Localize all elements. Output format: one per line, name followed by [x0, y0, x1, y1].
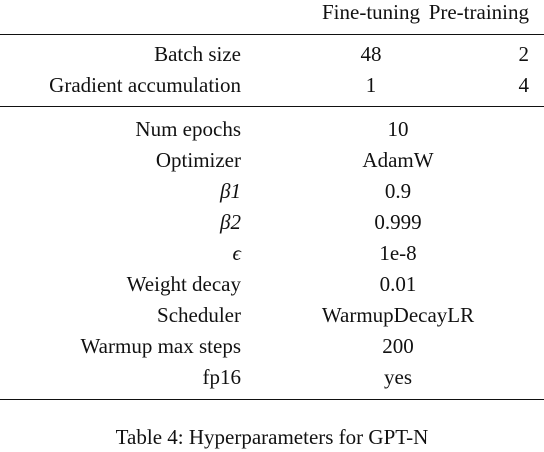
table-row: Weight decay 0.01	[0, 269, 544, 300]
column-header-pre-training: Pre-training	[428, 0, 529, 24]
shared-value: 0.999	[374, 210, 422, 234]
row-label: ϵ	[232, 241, 241, 265]
table-row: β1 0.9	[0, 176, 544, 207]
row-label: Warmup max steps	[80, 334, 241, 358]
bottom-rule	[0, 399, 544, 400]
table-caption: Table 4: Hyperparameters for GPT-N	[115, 425, 429, 449]
shared-value: yes	[384, 365, 412, 389]
table-row: β2 0.999	[0, 207, 544, 238]
shared-value: 0.9	[384, 179, 412, 203]
table-row: ϵ 1e-8	[0, 238, 544, 269]
row-label: β2	[220, 210, 241, 234]
shared-value: WarmupDecayLR	[321, 303, 475, 327]
table-row: Batch size 48 2	[0, 39, 544, 70]
table-row: fp16 yes	[0, 362, 544, 393]
pre-training-value: 4	[518, 73, 530, 97]
pre-training-value: 2	[518, 42, 530, 66]
table-row: Warmup max steps 200	[0, 331, 544, 362]
table-row: Num epochs 10	[0, 114, 544, 145]
mid-rule	[0, 106, 544, 107]
row-label: fp16	[202, 365, 242, 389]
row-label: Num epochs	[135, 117, 241, 141]
table-row: Optimizer AdamW	[0, 145, 544, 176]
shared-value: 0.01	[379, 272, 417, 296]
shared-value: 1e-8	[379, 241, 417, 265]
row-label: β1	[220, 179, 241, 203]
table-row: Gradient accumulation 1 4	[0, 70, 544, 101]
shared-value: 200	[382, 334, 414, 358]
table-row: Scheduler WarmupDecayLR	[0, 300, 544, 331]
fine-tuning-value: 1	[365, 73, 377, 97]
column-header-fine-tuning: Fine-tuning	[322, 0, 420, 24]
header-rule	[0, 34, 544, 35]
shared-value: AdamW	[362, 148, 434, 172]
shared-value: 10	[387, 117, 409, 141]
row-label: Optimizer	[155, 148, 241, 172]
row-label: Scheduler	[157, 303, 241, 327]
row-label: Batch size	[154, 42, 241, 66]
row-label: Gradient accumulation	[49, 73, 241, 97]
row-label: Weight decay	[126, 272, 241, 296]
fine-tuning-value: 48	[360, 42, 382, 66]
table-header-row: Fine-tuning Pre-training	[0, 0, 544, 28]
